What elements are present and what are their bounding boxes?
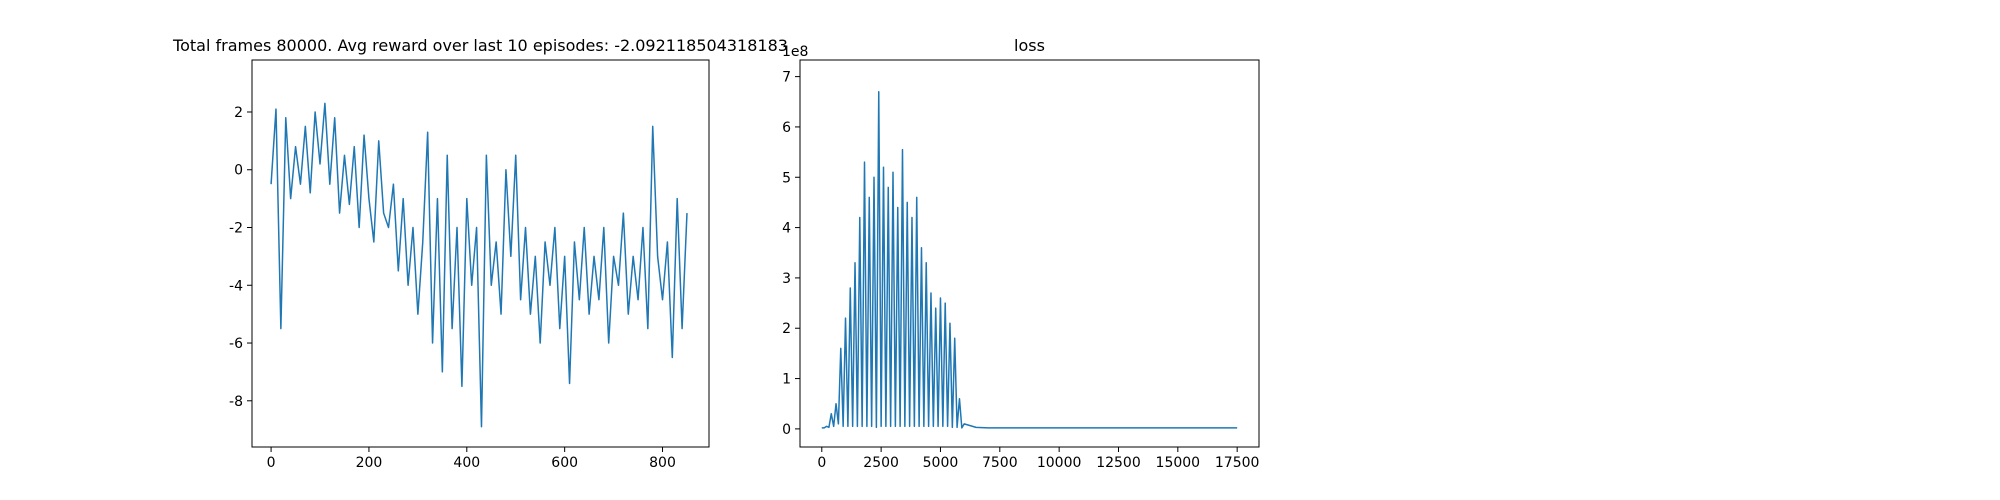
data-line bbox=[821, 90, 1238, 429]
y-tick-label: 4 bbox=[782, 221, 791, 237]
y-tick-label: 0 bbox=[234, 163, 243, 179]
y-tick-label: -8 bbox=[229, 394, 243, 410]
x-tick-label: 200 bbox=[356, 455, 383, 471]
y-tick-label: 5 bbox=[782, 170, 791, 186]
x-tick-label: 7500 bbox=[982, 455, 1018, 471]
axes-frame bbox=[251, 59, 710, 448]
x-tick-label: 0 bbox=[817, 455, 826, 471]
x-tick-label: 10000 bbox=[1037, 455, 1082, 471]
y-tick-label: 2 bbox=[234, 105, 243, 121]
x-tick-label: 15000 bbox=[1156, 455, 1201, 471]
y-tick-label: 2 bbox=[782, 321, 791, 337]
x-tick-label: 12500 bbox=[1096, 455, 1141, 471]
data-line bbox=[270, 102, 688, 428]
chart-title: loss bbox=[1014, 36, 1045, 55]
chart-title: Total frames 80000. Avg reward over last… bbox=[172, 36, 788, 55]
x-tick-label: 5000 bbox=[923, 455, 959, 471]
x-tick-label: 17500 bbox=[1215, 455, 1260, 471]
x-tick-label: 2500 bbox=[863, 455, 899, 471]
y-tick-label: -6 bbox=[229, 336, 243, 352]
y-tick-label: 1 bbox=[782, 372, 791, 388]
y-tick-label: 0 bbox=[782, 422, 791, 438]
x-tick-label: 0 bbox=[267, 455, 276, 471]
y-tick-label: -4 bbox=[229, 278, 243, 294]
y-offset-label: 1e8 bbox=[782, 44, 808, 60]
x-tick-label: 400 bbox=[453, 455, 480, 471]
y-tick-label: 7 bbox=[782, 70, 791, 86]
x-tick-label: 800 bbox=[649, 455, 676, 471]
y-tick-label: 3 bbox=[782, 271, 791, 287]
axes-frame bbox=[799, 59, 1260, 448]
y-tick-label: -2 bbox=[229, 221, 243, 237]
x-tick-label: 600 bbox=[551, 455, 578, 471]
y-tick-label: 6 bbox=[782, 120, 791, 136]
